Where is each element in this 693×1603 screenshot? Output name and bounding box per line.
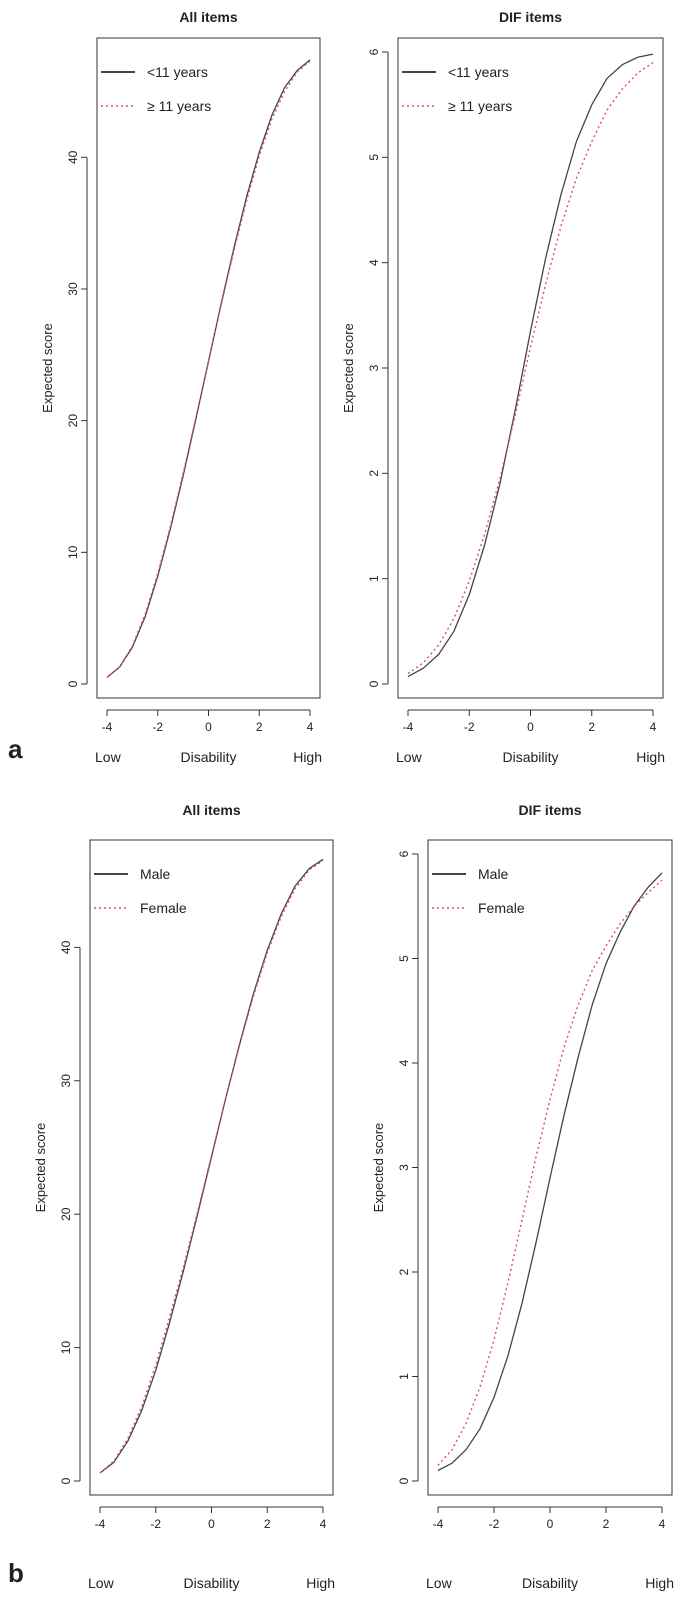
legend-entry: Female bbox=[478, 900, 525, 916]
x-tick-label: -4 bbox=[95, 1517, 106, 1531]
y-tick-label: 3 bbox=[367, 364, 381, 371]
y-tick-label: 1 bbox=[367, 575, 381, 582]
series-line-solid bbox=[437, 872, 663, 1472]
y-tick-label: 20 bbox=[66, 414, 80, 428]
x-tick-label: -4 bbox=[433, 1517, 444, 1531]
x-axis-label: Disability bbox=[183, 1575, 239, 1591]
y-tick-label: 2 bbox=[397, 1268, 411, 1275]
chart-title: All items bbox=[182, 802, 241, 818]
plot-frame bbox=[427, 839, 673, 1496]
x-tick-label: 4 bbox=[307, 720, 314, 734]
legend-entry: Male bbox=[140, 866, 171, 882]
y-tick-label: 20 bbox=[59, 1207, 73, 1221]
y-axis-label: Expected score bbox=[40, 323, 55, 413]
x-tick-label: 2 bbox=[588, 720, 595, 734]
legend-entry: ≥ 11 years bbox=[147, 98, 211, 114]
x-tick-label: -2 bbox=[150, 1517, 161, 1531]
series-line-dotted bbox=[106, 60, 311, 678]
x-tick-label: -4 bbox=[403, 720, 414, 734]
legend-entry: Male bbox=[478, 866, 509, 882]
x-axis-label: Disability bbox=[522, 1575, 578, 1591]
panel-label-b: b bbox=[8, 1558, 24, 1588]
x-tick-label: 0 bbox=[547, 1517, 554, 1531]
x-low-label: Low bbox=[95, 749, 122, 765]
x-tick-label: 4 bbox=[650, 720, 657, 734]
y-tick-label: 10 bbox=[59, 1341, 73, 1355]
y-tick-label: 40 bbox=[59, 940, 73, 954]
y-tick-label: 5 bbox=[397, 955, 411, 962]
plot-frame bbox=[89, 839, 334, 1496]
chart-panel-1: DIF items 0 1 2 3 4 5 6 Expected score -4 -2 0 2 4 Low… bbox=[341, 9, 665, 765]
series-line-dotted bbox=[437, 879, 663, 1466]
y-tick-label: 6 bbox=[367, 48, 381, 55]
panel-label-a: a bbox=[8, 734, 23, 764]
y-tick-label: 5 bbox=[367, 154, 381, 161]
y-tick-label: 3 bbox=[397, 1164, 411, 1171]
y-tick-label: 10 bbox=[66, 545, 80, 559]
x-tick-label: -2 bbox=[152, 720, 163, 734]
y-tick-label: 30 bbox=[59, 1074, 73, 1088]
y-tick-label: 1 bbox=[397, 1373, 411, 1380]
chart-panel-0: All items 0 10 20 30 40 Expected score -4 -2 0 2 4 L… bbox=[40, 9, 322, 765]
y-tick-label: 0 bbox=[66, 680, 80, 687]
x-tick-label: -4 bbox=[102, 720, 113, 734]
x-axis-label: Disability bbox=[180, 749, 236, 765]
x-low-label: Low bbox=[426, 1575, 453, 1591]
x-low-label: Low bbox=[88, 1575, 115, 1591]
y-tick-label: 0 bbox=[367, 680, 381, 687]
chart-title: DIF items bbox=[499, 9, 562, 25]
x-low-label: Low bbox=[396, 749, 423, 765]
chart-panel-3: DIF items 0 1 2 3 4 5 6 Expected score -4 -2 0 2 4 Low… bbox=[371, 802, 674, 1591]
y-tick-label: 0 bbox=[397, 1477, 411, 1484]
x-tick-label: 0 bbox=[208, 1517, 215, 1531]
y-tick-label: 0 bbox=[59, 1477, 73, 1484]
legend-entry: Female bbox=[140, 900, 187, 916]
chart-title: DIF items bbox=[518, 802, 581, 818]
y-axis-label: Expected score bbox=[341, 323, 356, 413]
x-tick-label: 0 bbox=[527, 720, 534, 734]
y-tick-label: 30 bbox=[66, 282, 80, 296]
x-high-label: High bbox=[293, 749, 322, 765]
x-tick-label: -2 bbox=[489, 1517, 500, 1531]
x-tick-label: 2 bbox=[264, 1517, 271, 1531]
x-high-label: High bbox=[306, 1575, 335, 1591]
legend-entry: <11 years bbox=[147, 64, 208, 80]
x-tick-label: 2 bbox=[603, 1517, 610, 1531]
series-line-dotted bbox=[407, 61, 654, 675]
y-tick-label: 6 bbox=[397, 850, 411, 857]
x-tick-label: 2 bbox=[256, 720, 263, 734]
x-high-label: High bbox=[645, 1575, 674, 1591]
y-tick-label: 4 bbox=[367, 259, 381, 266]
y-tick-label: 4 bbox=[397, 1059, 411, 1066]
plot-frame bbox=[397, 37, 664, 699]
series-line-dotted bbox=[99, 860, 324, 1474]
series-line-solid bbox=[99, 858, 324, 1474]
series-line-solid bbox=[106, 59, 311, 678]
plot-frame bbox=[96, 37, 321, 699]
legend-entry: <11 years bbox=[448, 64, 509, 80]
y-axis-label: Expected score bbox=[371, 1123, 386, 1213]
series-line-solid bbox=[407, 53, 654, 678]
chart-panel-2: All items 0 10 20 30 40 Expected score -4 -2 0 2 4 L… bbox=[33, 802, 335, 1591]
legend-entry: ≥ 11 years bbox=[448, 98, 512, 114]
x-tick-label: 4 bbox=[659, 1517, 666, 1531]
y-tick-label: 40 bbox=[66, 150, 80, 164]
x-high-label: High bbox=[636, 749, 665, 765]
x-tick-label: 4 bbox=[320, 1517, 327, 1531]
x-tick-label: 0 bbox=[205, 720, 212, 734]
y-axis-label: Expected score bbox=[33, 1123, 48, 1213]
x-tick-label: -2 bbox=[464, 720, 475, 734]
y-tick-label: 2 bbox=[367, 470, 381, 477]
chart-title: All items bbox=[179, 9, 238, 25]
x-axis-label: Disability bbox=[502, 749, 558, 765]
